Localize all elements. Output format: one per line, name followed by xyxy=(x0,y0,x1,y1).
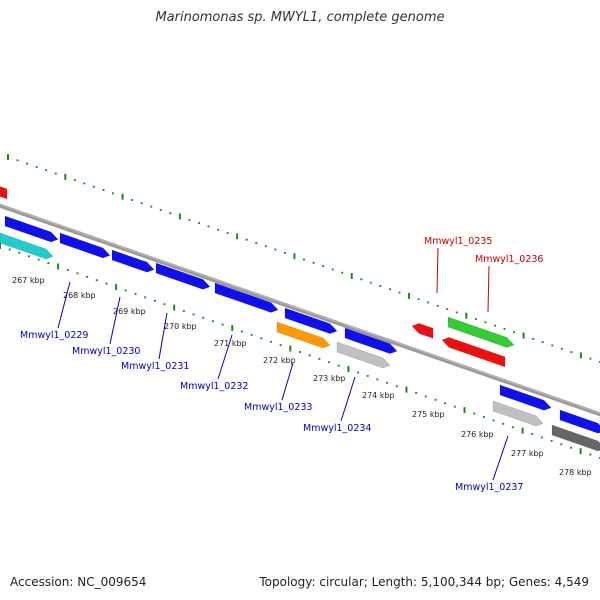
outer-tick-track xyxy=(7,154,600,363)
kbp-label: 272 kbp xyxy=(263,356,296,365)
gene-arrow xyxy=(111,249,155,273)
gene-arrow xyxy=(336,341,391,369)
kbp-label: 267 kbp xyxy=(12,276,45,285)
gene-arrow xyxy=(559,409,600,434)
label-leader-line xyxy=(492,435,509,481)
label-leader-line xyxy=(340,376,356,422)
gene-label: Mmwyl1_0235 xyxy=(424,236,492,247)
kbp-label: 275 kbp xyxy=(412,410,445,419)
kbp-label: 274 kbp xyxy=(362,391,395,400)
gene-label: Mmwyl1_0233 xyxy=(244,402,312,413)
kbp-label: 271 kbp xyxy=(214,339,247,348)
gene-arrow xyxy=(284,307,338,334)
gene-arrow xyxy=(499,384,552,411)
gene-label: Mmwyl1_0237 xyxy=(455,482,523,493)
label-leader-line xyxy=(436,247,439,294)
gene-arrow xyxy=(59,232,111,259)
gene-label: Mmwyl1_0234 xyxy=(303,423,371,434)
gene-arrow xyxy=(551,424,600,452)
kbp-label: 276 kbp xyxy=(461,430,494,439)
kbp-label: 277 kbp xyxy=(511,449,544,458)
accession-text: Accession: NC_009654 xyxy=(10,575,147,589)
gene-arrow xyxy=(4,215,59,243)
label-leader-line xyxy=(158,312,168,360)
genome-backbone-highlight xyxy=(0,204,600,414)
label-leader-line xyxy=(281,362,294,401)
label-leader-line xyxy=(487,265,490,313)
label-leader-line xyxy=(217,334,233,380)
gene-labels: Mmwyl1_0229 Mmwyl1_0230 Mmwyl1_0231 Mmwyl1_… xyxy=(20,236,543,493)
gene-features xyxy=(0,186,600,452)
genome-backbone xyxy=(0,203,600,417)
kbp-label: 269 kbp xyxy=(113,307,146,316)
map-title: Marinomonas sp. MWYL1, complete genome xyxy=(155,10,445,25)
gene-label: Mmwyl1_0230 xyxy=(72,346,140,357)
gene-arrow xyxy=(214,282,279,313)
kbp-label: 273 kbp xyxy=(313,374,346,383)
gene-arrow xyxy=(155,262,211,290)
gene-arrow xyxy=(447,316,515,348)
gene-label: Mmwyl1_0229 xyxy=(20,330,88,341)
gene-arrow xyxy=(441,337,506,368)
label-leader-line xyxy=(109,296,121,345)
gene-arrow xyxy=(276,321,331,349)
gene-arrow xyxy=(344,327,398,354)
kbp-labels: 267 kbp 268 kbp 269 kbp 270 kbp 271 kbp 272 k… xyxy=(12,276,592,477)
gene-arrow xyxy=(0,186,8,200)
kbp-label: 270 kbp xyxy=(164,322,197,331)
gene-arrow xyxy=(0,232,54,260)
gene-label: Mmwyl1_0231 xyxy=(121,361,189,372)
inner-tick-track xyxy=(0,243,600,459)
gene-label: Mmwyl1_0236 xyxy=(475,254,543,265)
gene-label: Mmwyl1_0232 xyxy=(180,381,248,392)
kbp-label: 268 kbp xyxy=(63,291,96,300)
topology-text: Topology: circular; Length: 5,100,344 bp… xyxy=(259,575,589,589)
gene-arrow xyxy=(492,400,544,427)
label-leader-line xyxy=(57,281,71,329)
gene-arrow xyxy=(411,323,434,339)
kbp-label: 278 kbp xyxy=(559,468,592,477)
